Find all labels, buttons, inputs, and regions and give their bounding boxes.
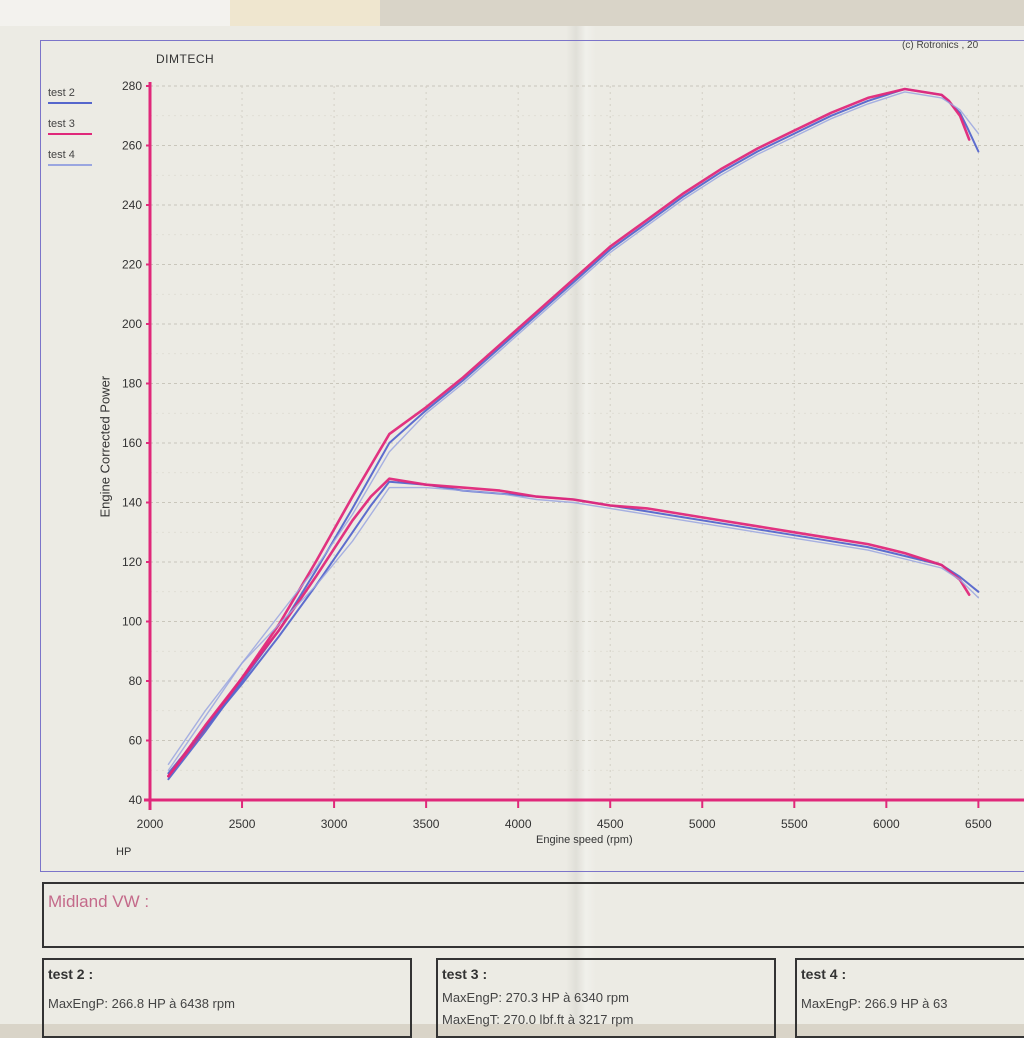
y-tick-label: 180 <box>122 377 142 391</box>
x-tick-label: 2000 <box>137 817 164 831</box>
background-paper-sheet <box>0 0 230 30</box>
result-title: test 3 : <box>442 966 488 982</box>
brand-label: DIMTECH <box>156 52 215 66</box>
y-tick-label: 160 <box>122 436 142 450</box>
y-tick-label: 200 <box>122 317 142 331</box>
x-tick-label: 6000 <box>873 817 900 831</box>
y-axis-label: Engine Corrected Power <box>97 375 113 518</box>
result-box-test-2: test 2 : MaxEngP: 266.8 HP à 6438 rpm <box>42 958 412 1038</box>
x-tick-label: 2500 <box>229 817 256 831</box>
legend-swatch-test-4 <box>48 164 92 166</box>
y-tick-label: 100 <box>122 615 142 629</box>
paper-fold <box>566 26 596 1024</box>
customer-box: Midland VW : <box>42 882 1024 948</box>
y-tick-label: 280 <box>122 79 142 93</box>
unit-label: HP <box>116 846 132 858</box>
series-line-test-4-torque <box>167 486 980 765</box>
x-tick-label: 5500 <box>781 817 808 831</box>
result-title: test 2 : <box>48 966 94 982</box>
series-line-test-3-torque <box>167 477 971 778</box>
series-line-test-3-power <box>167 87 971 778</box>
x-tick-label: 4000 <box>505 817 532 831</box>
x-tick-label: 3000 <box>321 817 348 831</box>
x-axis-label: Engine speed (rpm) <box>536 834 633 846</box>
result-max-power: MaxEngP: 266.9 HP à 63 <box>801 996 948 1011</box>
series-line-test-2-torque <box>167 480 980 775</box>
result-box-test-3: test 3 : MaxEngP: 270.3 HP à 6340 rpm Ma… <box>436 958 776 1038</box>
legend-label-test-4: test 4 <box>48 149 75 161</box>
result-box-test-4: test 4 : MaxEngP: 266.9 HP à 63 <box>795 958 1024 1038</box>
dyno-printout <box>0 26 1024 1024</box>
y-tick-label: 140 <box>122 496 142 510</box>
y-tick-label: 80 <box>129 674 143 688</box>
y-tick-label: 40 <box>129 793 143 807</box>
y-tick-label: 240 <box>122 198 142 212</box>
legend-label-test-2: test 2 <box>48 87 75 99</box>
result-title: test 4 : <box>801 966 847 982</box>
result-max-power: MaxEngP: 270.3 HP à 6340 rpm <box>442 990 629 1005</box>
legend-label-test-3: test 3 <box>48 118 75 130</box>
series-line-test-4-power <box>167 91 980 771</box>
y-tick-label: 220 <box>122 258 142 272</box>
copyright-label: (c) Rotronics , 20 <box>902 40 979 51</box>
y-tick-label: 60 <box>129 734 143 748</box>
x-tick-label: 6500 <box>965 817 992 831</box>
result-max-power: MaxEngP: 266.8 HP à 6438 rpm <box>48 996 235 1011</box>
customer-label: Midland VW : <box>48 892 150 911</box>
x-tick-label: 5000 <box>689 817 716 831</box>
x-tick-label: 4500 <box>597 817 624 831</box>
y-tick-label: 120 <box>122 555 142 569</box>
series-line-test-2-power <box>167 88 980 781</box>
x-tick-label: 3500 <box>413 817 440 831</box>
result-max-torque: MaxEngT: 270.0 lbf.ft à 3217 rpm <box>442 1012 634 1027</box>
chart-frame <box>40 40 1024 872</box>
legend-swatch-test-3 <box>48 133 92 135</box>
y-tick-label: 260 <box>122 139 142 153</box>
legend-swatch-test-2 <box>48 102 92 104</box>
